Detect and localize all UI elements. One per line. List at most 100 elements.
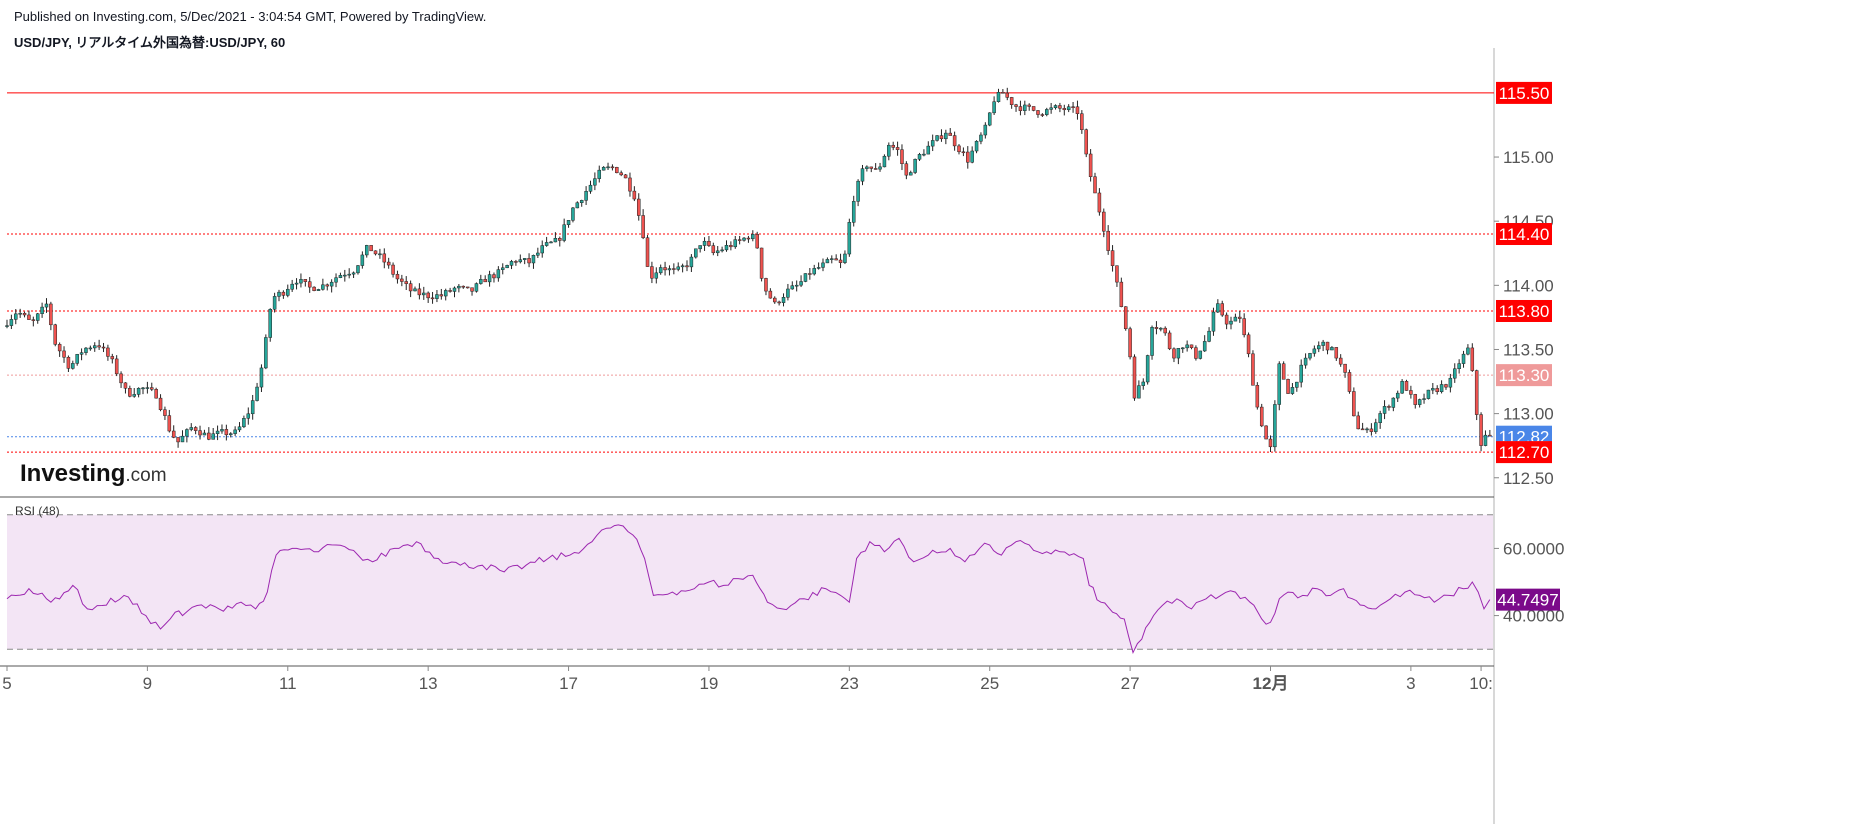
candle-body (514, 261, 518, 263)
candle-body (865, 166, 869, 169)
candle-body (40, 306, 44, 315)
candle-body (1387, 406, 1391, 408)
candle-body (1352, 391, 1356, 417)
candle-body (185, 429, 189, 437)
time-tick-label: 10: (1469, 674, 1493, 693)
price-tick-label: 112.50 (1503, 469, 1554, 488)
candle-body (724, 245, 729, 251)
candle-body (1207, 330, 1211, 342)
candle-body (334, 277, 338, 283)
candle-body (215, 430, 220, 434)
candle-body (422, 292, 426, 296)
candle-body (1303, 357, 1308, 366)
candle-body (145, 387, 150, 389)
candle-body (316, 289, 321, 291)
candle-body (878, 166, 882, 170)
candle-body (1185, 344, 1189, 349)
candle-body (1053, 105, 1058, 109)
candle-body (720, 249, 724, 252)
candle-body (904, 163, 909, 176)
candle-body (562, 224, 566, 241)
rsi-tick-label: 60.0000 (1503, 539, 1564, 558)
candle-body (163, 409, 167, 416)
time-axis-ticks: 5 9 11 13 17 19 23 25 27 12月 3 10: (2, 666, 1493, 693)
watermark-logo: Investing.com (20, 460, 167, 487)
candle-body (470, 287, 474, 292)
candle-body (843, 253, 847, 263)
candle-body (926, 145, 931, 155)
candle-body (1115, 265, 1119, 283)
rsi-badge-box (1496, 588, 1560, 611)
candle-body (957, 145, 961, 153)
candle-body (974, 140, 979, 152)
candle-body (106, 347, 110, 357)
candle-body (123, 382, 128, 389)
candle-body (601, 166, 606, 171)
candle-body (1106, 230, 1110, 251)
candle-body (1347, 372, 1352, 392)
candle-body (487, 274, 492, 283)
candle-body (1268, 438, 1273, 448)
candle-body (1119, 281, 1124, 307)
candle-body (680, 265, 685, 268)
candle-body (641, 215, 645, 239)
candle-body (794, 284, 799, 287)
candle-body (474, 283, 479, 292)
candle-body (255, 386, 259, 401)
candle-body (1128, 328, 1132, 358)
candle-body (443, 290, 448, 297)
candle-body (1290, 387, 1295, 394)
candle-body (53, 324, 58, 345)
level-badge (1496, 364, 1552, 387)
candle-body (694, 248, 698, 258)
candle-body (426, 292, 430, 299)
candle-body (992, 101, 996, 114)
candle-body (343, 274, 347, 277)
candle-body (1277, 363, 1282, 405)
candle-body (75, 354, 79, 364)
candle-body (452, 287, 457, 292)
candle-body (1031, 106, 1036, 111)
time-tick-label: 9 (143, 674, 152, 693)
candle-body (610, 166, 615, 169)
candle-body (1330, 347, 1334, 351)
candle-body (325, 284, 330, 287)
candle-body (479, 279, 483, 284)
candle-body (242, 418, 246, 428)
candle-body (1066, 106, 1071, 111)
candle-body (1049, 107, 1053, 110)
candle-body (571, 207, 575, 221)
candle-body (873, 168, 878, 170)
candle-body (465, 286, 470, 289)
candle-body (1431, 388, 1435, 391)
candle-body (492, 274, 496, 279)
candle-body (593, 178, 597, 186)
candle-body (1422, 398, 1426, 400)
candle-body (1181, 347, 1185, 350)
candle-body (825, 259, 830, 264)
candle-body (1382, 406, 1387, 414)
candle-body (500, 267, 505, 270)
candle-body (35, 313, 40, 321)
candle-body (189, 427, 194, 430)
candle-body (1040, 114, 1045, 116)
candle-body (281, 291, 286, 296)
candle-body (1448, 377, 1453, 388)
candle-body (1229, 320, 1233, 325)
rsi-tick-label: 40.0000 (1503, 607, 1564, 626)
candle-body (378, 253, 382, 256)
candle-body (711, 245, 716, 254)
candle-body (413, 288, 417, 292)
level-badge (1496, 81, 1552, 104)
candle-body (1417, 399, 1422, 405)
level-badge-label: 112.70 (1499, 443, 1550, 462)
level-badge (1496, 441, 1552, 464)
candle-body (250, 400, 255, 415)
time-tick-label: 27 (1121, 674, 1140, 693)
candle-body (1001, 92, 1005, 94)
candle-body (18, 312, 22, 315)
candle-body (623, 174, 628, 179)
candle-body (1018, 106, 1023, 111)
candle-body (786, 288, 790, 298)
